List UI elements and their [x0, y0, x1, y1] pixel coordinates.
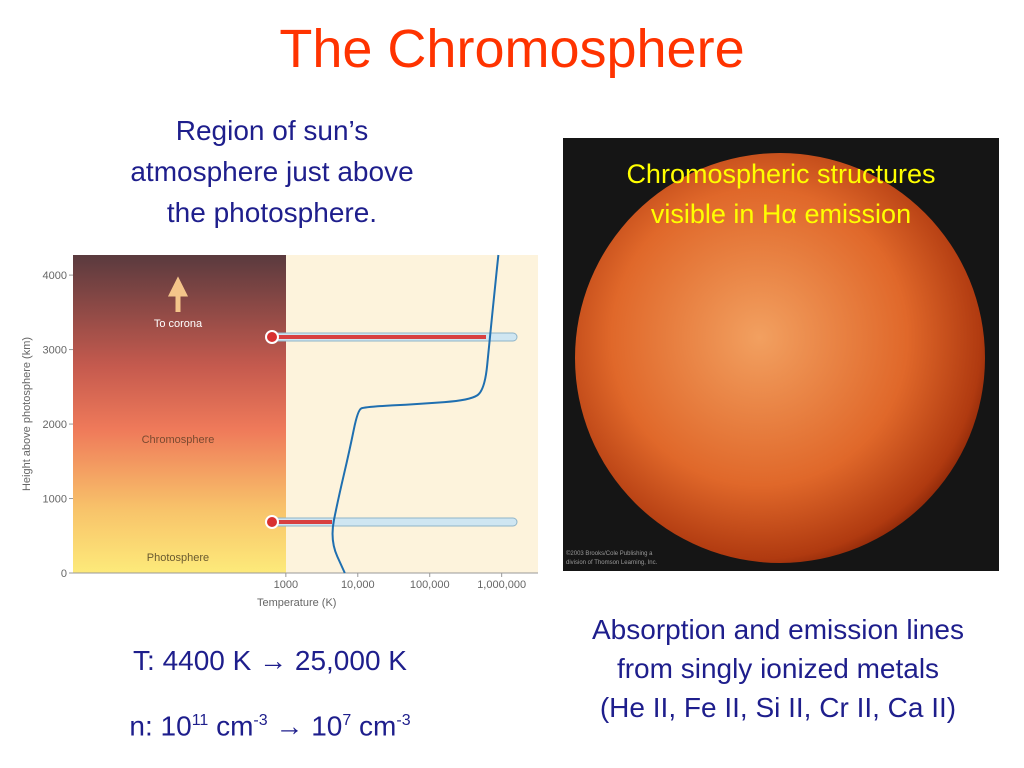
- thermometer: [265, 515, 518, 529]
- text: n: 10: [129, 710, 192, 742]
- y-tick-label: 4000: [43, 270, 67, 282]
- text-line: Region of sun’s: [175, 115, 369, 146]
- sun-disk: [575, 153, 985, 563]
- slide-title: The Chromosphere: [279, 19, 745, 79]
- x-tick-label: 1,000,000: [477, 579, 526, 591]
- annotation: To corona: [154, 318, 203, 330]
- text: → 10: [267, 710, 343, 742]
- temperature-curve: [331, 254, 500, 574]
- thermometer: [265, 330, 518, 344]
- left-text: Region of sun’s atmosphere just above th…: [72, 110, 472, 233]
- arrow: [167, 276, 189, 312]
- right-text: Absorption and emission lines from singl…: [548, 610, 1008, 727]
- y-axis-label: Height above photosphere (km): [21, 337, 33, 491]
- x-axis-label: Temperature (K): [257, 597, 336, 609]
- superscript: 7: [342, 712, 352, 729]
- text: cm: [351, 710, 397, 742]
- text: cm: [208, 710, 254, 742]
- x-tick-label: 10,000: [341, 579, 375, 591]
- y-tick-label: 3000: [43, 345, 67, 357]
- text-line: atmosphere just above: [130, 156, 414, 187]
- text-line: from singly ionized metals: [616, 653, 940, 684]
- image-caption: Chromospheric structures visible in Hα e…: [563, 154, 999, 234]
- y-tick-label: 1000: [43, 494, 67, 506]
- text-line: the photosphere.: [166, 197, 378, 228]
- x-tick-label: 100,000: [410, 579, 450, 591]
- x-tick-label: 1000: [274, 579, 298, 591]
- annotation: Photosphere: [147, 552, 209, 564]
- temperature-text: T: 4400 K → 25,000 K: [133, 645, 407, 676]
- text-line: Absorption and emission lines: [592, 614, 964, 645]
- density-text: n: 1011 cm-3 → 107 cm-3: [70, 700, 470, 746]
- superscript: -3: [253, 712, 268, 729]
- caption-line: visible in Hα emission: [650, 199, 912, 229]
- superscript: -3: [396, 712, 411, 729]
- text-line: (He II, Fe II, Si II, Cr II, Ca II): [599, 692, 957, 723]
- caption-line: Chromospheric structures: [626, 159, 936, 189]
- image-credit: division of Thomson Learning, Inc.: [566, 560, 658, 566]
- annotation: Chromosphere: [142, 434, 215, 446]
- y-tick-label: 0: [61, 568, 67, 580]
- image-credit: ©2003 Brooks/Cole Publishing a: [566, 550, 653, 557]
- superscript: 11: [191, 712, 209, 729]
- y-tick-label: 2000: [43, 419, 67, 431]
